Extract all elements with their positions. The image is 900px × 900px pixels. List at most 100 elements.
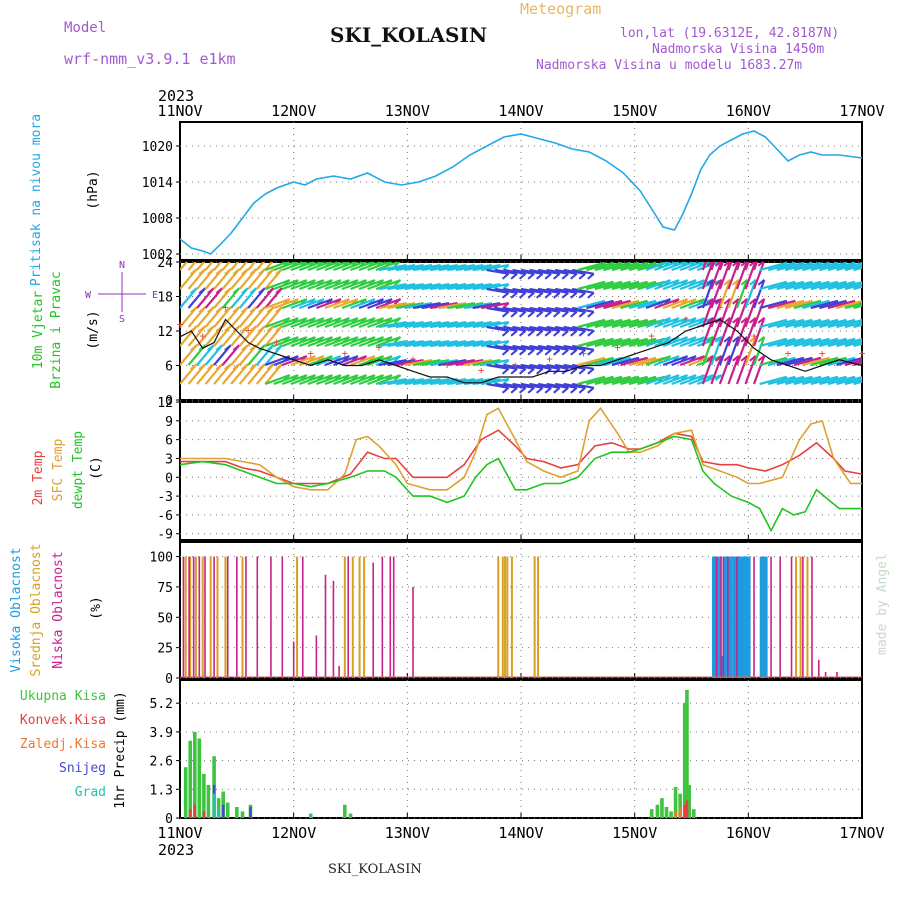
cloud-bar-niska	[372, 562, 375, 678]
wind-barb	[273, 298, 299, 310]
footer-title: SKI_KOLASIN	[328, 862, 422, 877]
wind-barb	[571, 344, 595, 351]
wind-barb	[586, 318, 614, 329]
wind-barb	[827, 318, 856, 329]
wind-barb	[273, 317, 299, 329]
wind-barb-flag	[198, 306, 206, 313]
cloud-bar-niska	[818, 659, 820, 678]
wind-barb-flag	[241, 268, 249, 275]
ytick-label-pressure: 1014	[142, 176, 173, 191]
wind-barb	[481, 378, 509, 386]
wind-barb	[350, 355, 376, 367]
wind-barb-flag	[758, 242, 764, 247]
precip-bar-ukupna	[660, 798, 664, 818]
wind-barb	[571, 287, 595, 294]
wind-barb	[671, 374, 697, 386]
wind-barb	[546, 382, 569, 389]
cloud-bar-niska	[770, 556, 772, 678]
wind-barb-flag	[518, 311, 527, 318]
wind-barb	[341, 336, 367, 348]
xtick-label-bottom: 14NOV	[498, 824, 543, 842]
cloud-bar-niska	[720, 556, 722, 678]
wind-barb-flag	[561, 273, 569, 280]
wind-barb	[290, 298, 316, 310]
wind-barb	[546, 325, 569, 332]
wind-barb	[744, 279, 757, 309]
wind-barb	[744, 298, 757, 328]
wind-barb	[537, 268, 560, 275]
cloud-bar-srednja	[533, 556, 536, 678]
wind-barb	[577, 318, 606, 329]
wind-barb	[495, 382, 518, 389]
wind-barb	[853, 323, 862, 329]
cloud-bar-visoka	[711, 556, 717, 678]
wind-barb-flag	[266, 287, 275, 294]
wind-barb-flag	[510, 273, 518, 280]
wind-barb	[273, 279, 299, 291]
wind-barb	[463, 283, 492, 291]
wind-gust-marker: +	[717, 301, 724, 314]
cloud-bar-niska	[715, 556, 718, 678]
wind-barb-flag	[587, 330, 595, 337]
wind-barb-flag	[501, 349, 510, 356]
wind-barb	[836, 357, 862, 367]
cloud-bar-srednja	[504, 556, 507, 678]
wind-barb	[421, 302, 450, 310]
wind-barb	[767, 356, 796, 367]
compass-s: S	[119, 314, 125, 325]
wind-barb	[375, 262, 401, 272]
wind-barb	[793, 280, 822, 291]
wind-barb	[594, 337, 623, 348]
wind-label-1: 10m Vjetar	[31, 291, 46, 369]
wind-barb	[341, 279, 367, 291]
wind-barb	[481, 283, 509, 291]
cloud-bar-niska	[182, 556, 185, 678]
wind-barb-flag	[249, 363, 258, 370]
wind-barb	[718, 298, 732, 328]
precip-bar-konvek	[193, 804, 197, 818]
wind-barb	[688, 374, 714, 386]
wind-barb	[378, 359, 407, 367]
wind-barb	[679, 279, 705, 291]
wind-gust-marker: +	[819, 347, 826, 360]
wind-barb-flag	[587, 273, 595, 280]
wind-barb	[273, 262, 299, 272]
wind-barb-flag	[518, 273, 527, 280]
wind-barb	[529, 382, 552, 389]
wind-barb	[438, 321, 467, 329]
wind-barb-flag	[740, 355, 748, 362]
wind-barb	[701, 355, 715, 385]
wind-barb-flag	[501, 330, 510, 337]
wind-barb-flag	[749, 317, 757, 324]
wind-barb-flag	[215, 268, 223, 275]
wind-barb	[429, 283, 458, 291]
wind-barb	[375, 317, 401, 329]
wind-barb-flag	[232, 325, 240, 332]
wind-barb-flag	[750, 242, 756, 247]
wind-barb	[735, 262, 742, 271]
wind-barb	[324, 336, 350, 348]
ytick-label-wind: 24	[157, 256, 173, 271]
wind-barb	[455, 302, 484, 310]
wind-barb	[446, 302, 475, 310]
wind-barb	[281, 279, 308, 291]
wind-barb	[350, 374, 376, 386]
wind-barb	[727, 355, 740, 385]
wind-barb	[620, 337, 648, 348]
xtick-label-bottom: 15NOV	[612, 824, 657, 842]
wind-barb	[307, 262, 333, 272]
wind-barb-flag	[232, 268, 240, 275]
wind-barb-flag	[732, 279, 740, 286]
precip-bar-ukupna	[197, 738, 202, 818]
wind-barb	[688, 336, 714, 348]
wind-barb	[827, 262, 856, 272]
wind-barb	[503, 306, 526, 313]
wind-barb	[537, 363, 560, 370]
wind-barb-flag	[740, 279, 748, 286]
wind-barb	[853, 304, 862, 310]
cloud-bar-niska	[722, 556, 725, 678]
xtick-label-top: 11NOV	[157, 102, 202, 120]
wind-barb	[333, 336, 359, 348]
wind-barb-flag	[241, 363, 249, 370]
wind-barb	[264, 336, 291, 348]
